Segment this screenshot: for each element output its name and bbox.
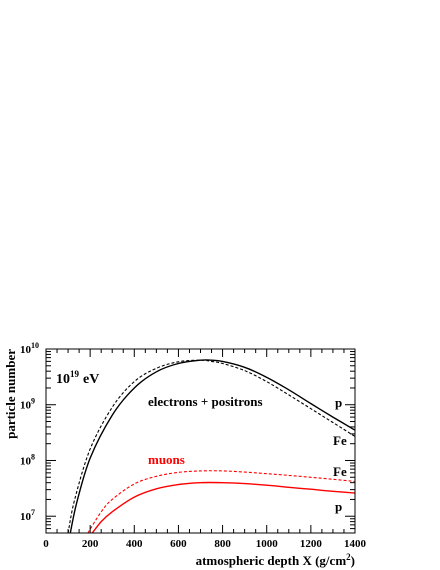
axis-ticks [45, 348, 356, 534]
x-tick-label: 600 [170, 538, 187, 550]
x-tick-label: 0 [43, 538, 49, 550]
x-tick-label: 200 [82, 538, 99, 550]
series-lines [67, 359, 356, 534]
energy-label-unit: eV [83, 372, 99, 387]
x-tick-label: 800 [214, 538, 231, 550]
x-axis-label-sup: 2 [346, 552, 351, 562]
y-axis-label: particle number [3, 349, 18, 439]
y-tick-label-base: 10 [20, 400, 32, 412]
x-tick-label: 1000 [256, 538, 279, 550]
energy-label-base: 10 [56, 372, 70, 387]
y-tick-label: 1010 [20, 341, 39, 356]
annotation-muons: muons [148, 452, 185, 467]
series-line-electrons-fe [67, 359, 356, 534]
energy-label: 1019 eV [56, 369, 99, 387]
x-tick-label: 1400 [344, 538, 367, 550]
annotation-p-upper: p [335, 395, 342, 410]
y-tick-label: 108 [20, 452, 35, 467]
series-line-muons-fe [87, 470, 356, 534]
y-tick-label-exp: 9 [31, 397, 35, 406]
annotation-fe-lower: Fe [333, 464, 347, 479]
x-tick-label: 400 [126, 538, 143, 550]
x-axis-label-main: atmospheric depth X (g/cm [196, 553, 347, 568]
x-axis-label-close: ) [351, 553, 355, 568]
series-line-muons-p [91, 481, 356, 534]
x-axis-label: atmospheric depth X (g/cm2) [196, 552, 355, 568]
series-line-electrons-p [69, 359, 356, 534]
energy-label-exp: 19 [70, 369, 80, 379]
y-tick-label-exp: 10 [31, 341, 39, 350]
y-tick-label: 109 [20, 397, 35, 412]
y-tick-label-base: 10 [20, 455, 32, 467]
y-tick-label-base: 10 [20, 511, 32, 523]
annotation-p-lower: p [335, 499, 342, 514]
annotation-electrons: electrons + positrons [148, 394, 263, 409]
y-tick-label-exp: 7 [31, 508, 35, 517]
y-tick-label: 107 [20, 508, 35, 523]
annotation-fe-upper: Fe [333, 433, 347, 448]
y-tick-label-exp: 8 [31, 452, 35, 461]
x-tick-label: 1200 [300, 538, 323, 550]
y-tick-label-base: 10 [20, 344, 32, 356]
